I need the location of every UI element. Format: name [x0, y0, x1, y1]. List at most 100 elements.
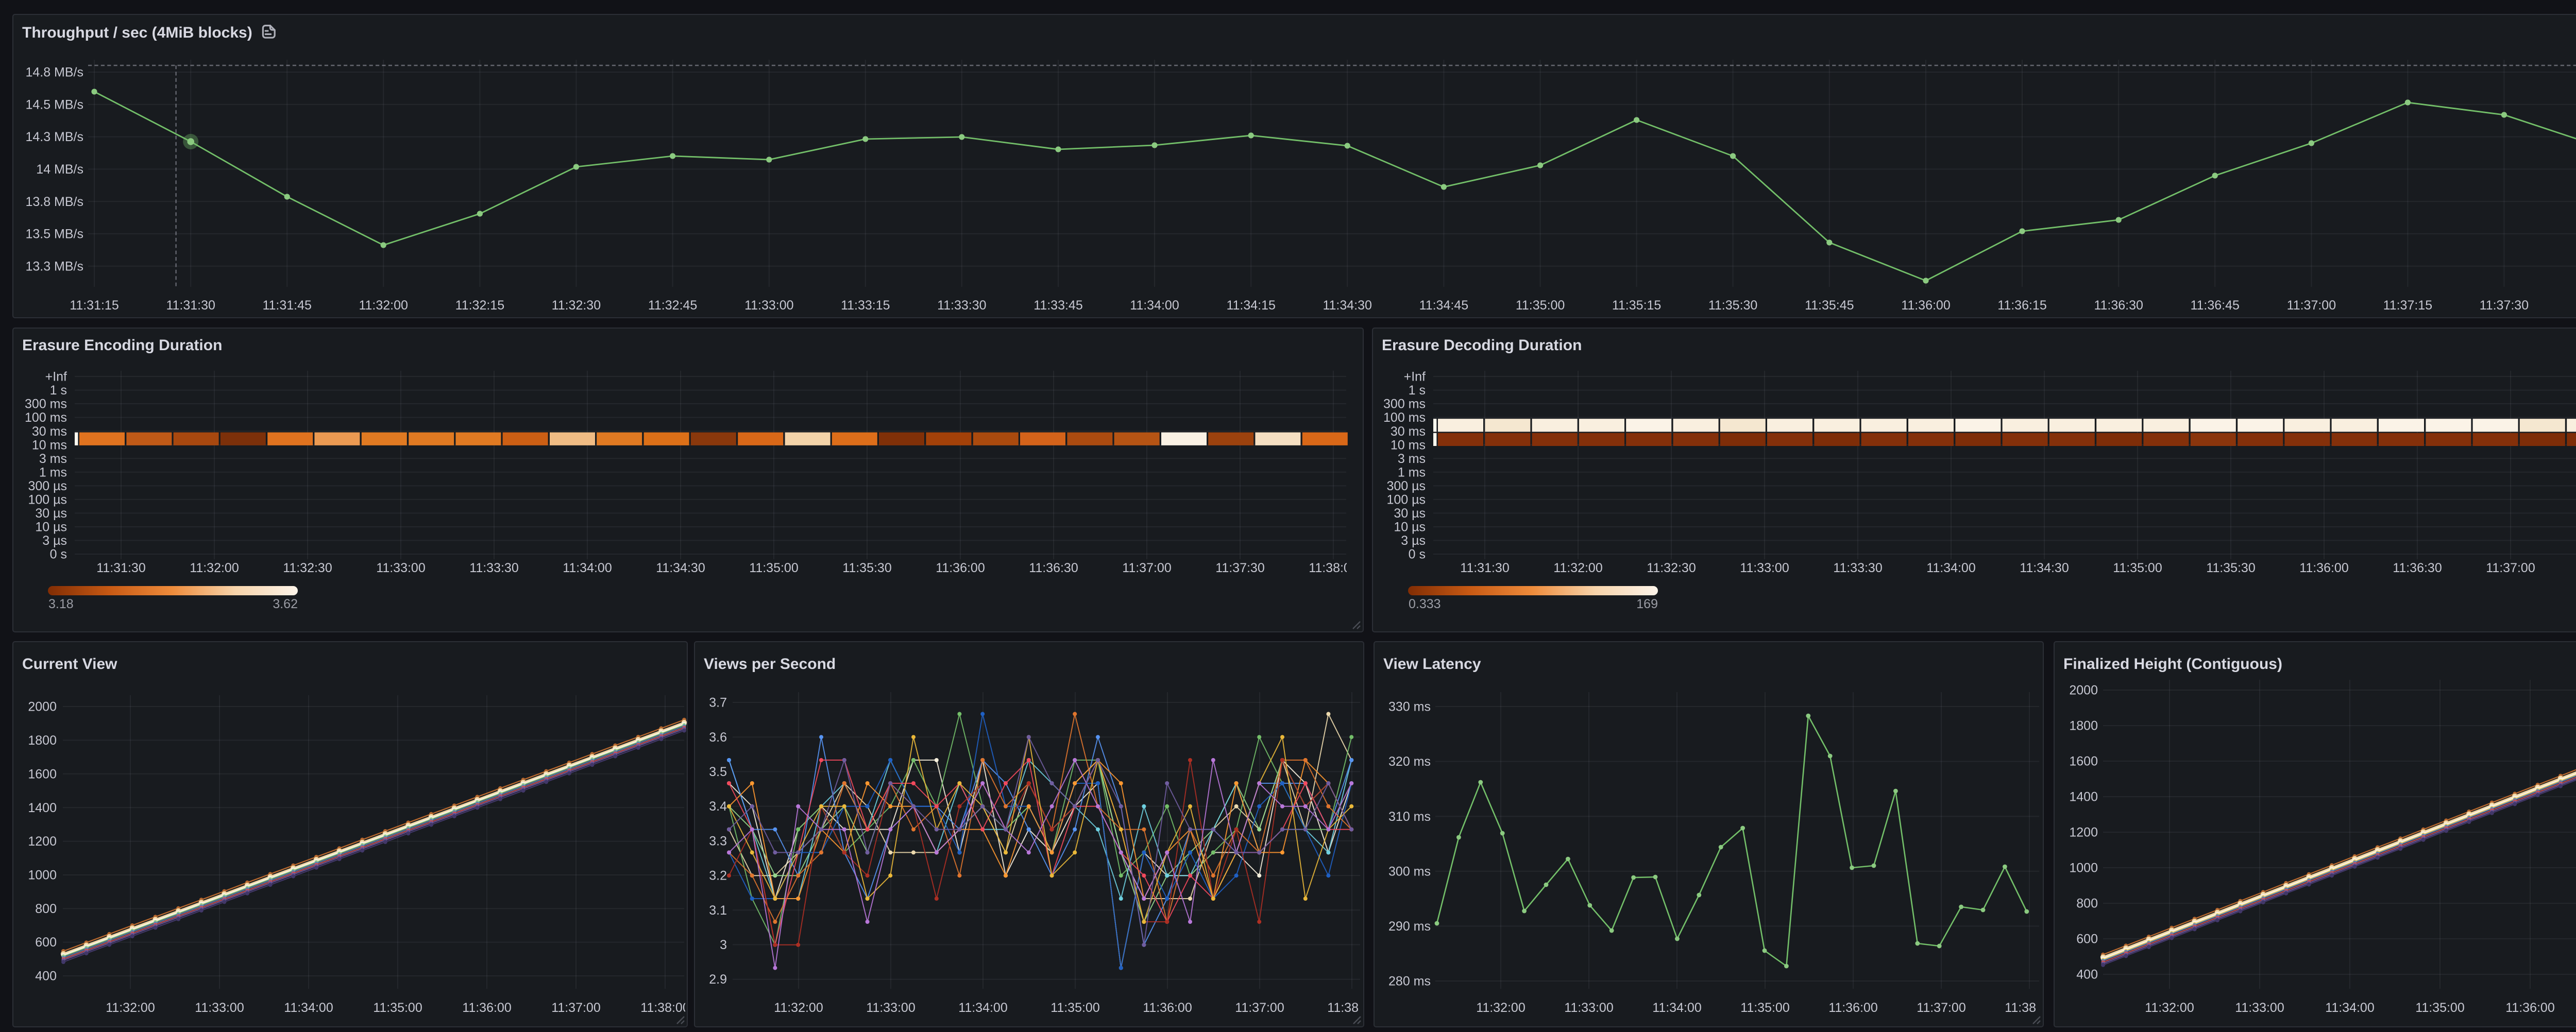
svg-text:11:33:30: 11:33:30: [937, 298, 986, 313]
svg-text:10 µs: 10 µs: [1394, 520, 1426, 535]
svg-text:100 µs: 100 µs: [28, 492, 67, 507]
svg-text:11:31:15: 11:31:15: [70, 298, 118, 313]
svg-text:11:35:00: 11:35:00: [2113, 561, 2162, 575]
svg-text:+Inf: +Inf: [1404, 370, 1426, 384]
svg-text:11:35:15: 11:35:15: [1612, 298, 1661, 313]
svg-text:30 ms: 30 ms: [32, 424, 67, 439]
svg-text:800: 800: [2076, 897, 2098, 911]
svg-text:300 ms: 300 ms: [25, 397, 67, 411]
svg-text:13.5 MB/s: 13.5 MB/s: [25, 227, 83, 242]
svg-text:11:35:30: 11:35:30: [842, 561, 891, 575]
svg-text:11:32:00: 11:32:00: [1476, 1001, 1525, 1015]
svg-text:1400: 1400: [28, 801, 57, 815]
svg-text:11:37:30: 11:37:30: [2480, 298, 2529, 313]
svg-text:280 ms: 280 ms: [1388, 974, 1431, 989]
svg-text:11:36:30: 11:36:30: [2393, 561, 2442, 575]
svg-text:11:32:30: 11:32:30: [552, 298, 601, 313]
svg-text:300 µs: 300 µs: [1386, 479, 1426, 493]
svg-text:11:32:00: 11:32:00: [359, 298, 408, 313]
svg-text:Finalized Height (Contiguous): Finalized Height (Contiguous): [2063, 656, 2282, 673]
svg-text:11:35:00: 11:35:00: [749, 561, 798, 575]
svg-text:11:38:00: 11:38:00: [1309, 561, 1358, 575]
svg-text:11:36:00: 11:36:00: [936, 561, 985, 575]
svg-text:11:33:00: 11:33:00: [376, 561, 425, 575]
svg-text:800: 800: [35, 902, 57, 916]
svg-text:1800: 1800: [2069, 719, 2098, 733]
svg-text:1400: 1400: [2069, 790, 2098, 804]
svg-text:100 ms: 100 ms: [1383, 410, 1426, 425]
svg-text:11:37:00: 11:37:00: [2486, 561, 2535, 575]
svg-text:3.4: 3.4: [709, 799, 727, 814]
svg-text:100 µs: 100 µs: [1386, 492, 1426, 507]
svg-text:11:33:30: 11:33:30: [1833, 561, 1882, 575]
svg-text:11:33:00: 11:33:00: [195, 1001, 244, 1015]
svg-text:30 µs: 30 µs: [35, 506, 67, 521]
svg-text:169: 169: [1636, 597, 1658, 611]
svg-text:1 s: 1 s: [1409, 383, 1426, 398]
svg-text:11:34:30: 11:34:30: [1323, 298, 1371, 313]
svg-text:11:33:00: 11:33:00: [744, 298, 793, 313]
svg-text:11:34:00: 11:34:00: [958, 1001, 1007, 1015]
svg-text:11:32:00: 11:32:00: [2145, 1001, 2194, 1015]
svg-text:Views per Second: Views per Second: [704, 656, 836, 673]
svg-text:11:35:30: 11:35:30: [1708, 298, 1757, 313]
svg-text:11:34:30: 11:34:30: [656, 561, 705, 575]
svg-text:Current View: Current View: [22, 656, 117, 673]
svg-text:11:32:45: 11:32:45: [648, 298, 697, 313]
svg-text:11:36:00: 11:36:00: [2505, 1001, 2554, 1015]
svg-text:0.333: 0.333: [1409, 597, 1441, 611]
svg-text:14 MB/s: 14 MB/s: [36, 162, 83, 177]
svg-text:11:37:00: 11:37:00: [1122, 561, 1171, 575]
svg-text:3.3: 3.3: [709, 834, 727, 848]
svg-text:14.3 MB/s: 14.3 MB/s: [25, 130, 83, 144]
svg-text:11:36:00: 11:36:00: [1901, 298, 1950, 313]
svg-text:14.5 MB/s: 14.5 MB/s: [25, 97, 83, 112]
svg-text:11:37:30: 11:37:30: [1215, 561, 1264, 575]
svg-text:3.7: 3.7: [709, 696, 727, 710]
svg-text:11:32:15: 11:32:15: [455, 298, 504, 313]
svg-text:3.2: 3.2: [709, 869, 727, 883]
svg-text:Erasure Encoding Duration: Erasure Encoding Duration: [22, 337, 222, 354]
svg-text:11:35:00: 11:35:00: [373, 1001, 422, 1015]
svg-text:11:32:30: 11:32:30: [283, 561, 332, 575]
svg-text:11:37:00: 11:37:00: [551, 1001, 600, 1015]
svg-text:Erasure Decoding Duration: Erasure Decoding Duration: [1382, 337, 1582, 354]
svg-text:3 µs: 3 µs: [42, 534, 67, 548]
svg-text:11:34:00: 11:34:00: [1652, 1001, 1701, 1015]
svg-text:11:32:00: 11:32:00: [106, 1001, 155, 1015]
svg-text:11:37:15: 11:37:15: [2383, 298, 2432, 313]
svg-text:11:34:45: 11:34:45: [1419, 298, 1468, 313]
svg-text:11:33:00: 11:33:00: [2235, 1001, 2284, 1015]
svg-text:11:34:00: 11:34:00: [1926, 561, 1975, 575]
svg-text:11:34:00: 11:34:00: [1130, 298, 1179, 313]
svg-text:11:33:45: 11:33:45: [1033, 298, 1082, 313]
svg-text:11:38:00: 11:38:00: [1327, 1001, 1376, 1015]
svg-text:10 ms: 10 ms: [32, 438, 67, 452]
svg-text:11:37:00: 11:37:00: [1235, 1001, 1284, 1015]
svg-text:3.6: 3.6: [709, 730, 727, 745]
svg-text:1600: 1600: [28, 767, 57, 781]
svg-text:3.18: 3.18: [48, 597, 74, 611]
svg-text:1 ms: 1 ms: [1398, 465, 1426, 479]
svg-text:310 ms: 310 ms: [1388, 810, 1431, 824]
svg-text:0 s: 0 s: [1409, 547, 1426, 562]
svg-text:3 µs: 3 µs: [1401, 534, 1426, 548]
svg-text:11:36:00: 11:36:00: [2299, 561, 2348, 575]
svg-text:0 s: 0 s: [50, 547, 67, 562]
svg-text:100 ms: 100 ms: [25, 410, 67, 425]
svg-text:11:37:00: 11:37:00: [2287, 298, 2336, 313]
svg-text:11:38:00: 11:38:00: [640, 1001, 689, 1015]
svg-text:11:34:30: 11:34:30: [2020, 561, 2069, 575]
svg-text:3 ms: 3 ms: [39, 452, 67, 466]
svg-text:11:36:45: 11:36:45: [2190, 298, 2239, 313]
svg-text:1600: 1600: [2069, 754, 2098, 769]
svg-text:290 ms: 290 ms: [1388, 919, 1431, 934]
svg-text:330 ms: 330 ms: [1388, 700, 1431, 714]
svg-text:11:35:00: 11:35:00: [1516, 298, 1565, 313]
svg-text:11:31:30: 11:31:30: [96, 561, 145, 575]
svg-text:600: 600: [2076, 932, 2098, 947]
svg-text:11:35:45: 11:35:45: [1805, 298, 1854, 313]
svg-text:11:36:30: 11:36:30: [2094, 298, 2143, 313]
svg-text:11:31:45: 11:31:45: [262, 298, 311, 313]
svg-text:11:34:00: 11:34:00: [2325, 1001, 2374, 1015]
